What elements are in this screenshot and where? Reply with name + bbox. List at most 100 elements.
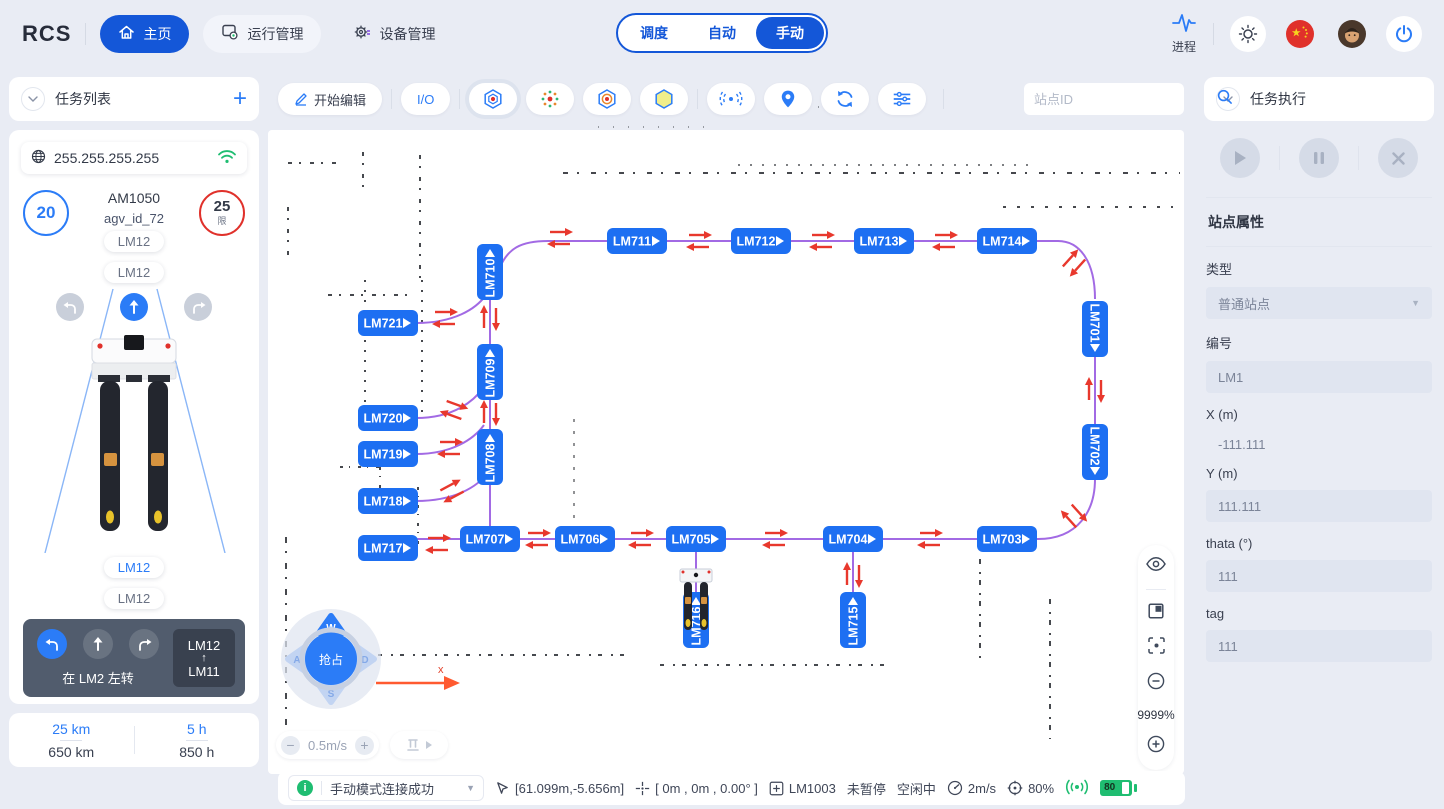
map-station[interactable]: LM701 bbox=[1082, 301, 1108, 357]
speed-control: − 0.5m/s + bbox=[276, 731, 380, 759]
map-station[interactable]: LM719 bbox=[358, 441, 418, 467]
field-input[interactable]: LM1 bbox=[1206, 361, 1432, 393]
station-search-input[interactable] bbox=[1034, 91, 1210, 107]
mode-option[interactable]: 手动 bbox=[756, 17, 824, 49]
straight-icon bbox=[83, 629, 113, 659]
theme-toggle-button[interactable] bbox=[1230, 15, 1266, 52]
map-station[interactable]: LM721 bbox=[358, 310, 418, 336]
user-avatar[interactable] bbox=[1334, 16, 1370, 52]
joystick-center-button[interactable] bbox=[305, 633, 357, 685]
odometer-stat: 25 km 650 km bbox=[9, 721, 134, 760]
zoom-out-button[interactable] bbox=[1147, 672, 1165, 695]
status-message-box[interactable]: i 手动模式连接成功 ▼ bbox=[288, 775, 484, 801]
home-icon bbox=[118, 24, 135, 44]
map-station[interactable]: LM709 bbox=[477, 344, 503, 400]
chevron-down-icon[interactable]: ▼ bbox=[466, 783, 475, 793]
io-button[interactable]: I/O bbox=[401, 83, 451, 115]
area-layer-button[interactable] bbox=[640, 83, 689, 115]
search-icon[interactable] bbox=[1216, 88, 1233, 110]
turn-left-icon[interactable] bbox=[56, 293, 84, 321]
task-execution-title: 任务执行 bbox=[1250, 91, 1306, 107]
go-forward-icon[interactable] bbox=[120, 293, 148, 321]
task-list-header: 任务列表 + bbox=[9, 77, 259, 121]
cursor-icon bbox=[497, 781, 508, 794]
task-list-sidebar: 任务列表 + 255.255.255.255 20 AM1050 agv_id_… bbox=[0, 67, 268, 809]
speedometer-icon bbox=[947, 780, 963, 796]
svg-text:LM706: LM706 bbox=[561, 533, 600, 547]
type-select[interactable]: 普通站点 ▼ bbox=[1206, 287, 1432, 319]
process-button[interactable]: 进程 bbox=[1171, 12, 1197, 55]
map-station[interactable]: LM708 bbox=[477, 429, 503, 485]
zoom-in-button[interactable] bbox=[1147, 735, 1165, 758]
map-station[interactable]: LM717 bbox=[358, 535, 418, 561]
locate-button[interactable] bbox=[764, 83, 813, 115]
agv-info-row: 20 AM1050 agv_id_72 LM12 25 限 bbox=[21, 190, 247, 252]
bidirectional-arrow bbox=[439, 479, 465, 503]
cancel-task-button[interactable] bbox=[1378, 138, 1418, 178]
fork-action-button[interactable] bbox=[390, 731, 448, 759]
nav-run-management[interactable]: 运行管理 bbox=[203, 14, 322, 53]
lidar-layer-button[interactable] bbox=[707, 83, 756, 115]
field-label: X (m) bbox=[1206, 407, 1238, 422]
speed-circle: 20 bbox=[23, 190, 69, 236]
bidirectional-arrow bbox=[432, 308, 458, 328]
mode-option[interactable]: 自动 bbox=[708, 25, 736, 41]
map-station[interactable]: LM720 bbox=[358, 405, 418, 431]
map-station[interactable]: LM705 bbox=[666, 526, 726, 552]
svg-text:LM721: LM721 bbox=[364, 317, 403, 331]
map-station[interactable]: LM714 bbox=[977, 228, 1037, 254]
prop-field: Y (m) 111.111 bbox=[1206, 466, 1432, 522]
station-hexagon-icon bbox=[484, 89, 502, 109]
refresh-button[interactable] bbox=[821, 83, 870, 115]
map-station[interactable]: LM704 bbox=[823, 526, 883, 552]
play-task-button[interactable] bbox=[1220, 138, 1260, 178]
field-input[interactable]: 111 bbox=[1206, 560, 1432, 592]
map-station[interactable]: LM718 bbox=[358, 488, 418, 514]
minimap-button[interactable] bbox=[1148, 603, 1164, 624]
svg-text:LM714: LM714 bbox=[983, 235, 1022, 249]
chevron-down-icon[interactable] bbox=[21, 87, 45, 111]
start-edit-button[interactable]: 开始编辑 bbox=[278, 83, 383, 115]
agv-ip-row[interactable]: 255.255.255.255 bbox=[21, 142, 247, 174]
point-cloud-layer-button[interactable] bbox=[526, 83, 575, 115]
mode-option[interactable]: 调度 bbox=[640, 25, 668, 41]
map-canvas[interactable]: LM711 LM712 LM713 LM714 LM710 LM721 LM709 LM720… bbox=[268, 67, 1194, 809]
language-flag-button[interactable] bbox=[1282, 16, 1318, 52]
pause-state: 未暂停 bbox=[846, 781, 886, 797]
speed-decrease-button[interactable]: − bbox=[281, 735, 300, 755]
map-station[interactable]: LM713 bbox=[854, 228, 914, 254]
map-station[interactable]: LM711 bbox=[607, 228, 667, 254]
map-station[interactable]: LM715 bbox=[840, 592, 866, 648]
power-button[interactable] bbox=[1386, 15, 1422, 52]
svg-text:LM715: LM715 bbox=[847, 607, 861, 646]
map-station[interactable]: LM710 bbox=[477, 244, 503, 300]
agv-on-map[interactable] bbox=[679, 568, 713, 630]
map-station[interactable]: LM706 bbox=[555, 526, 615, 552]
visibility-button[interactable] bbox=[1146, 557, 1166, 576]
map-station[interactable]: LM702 bbox=[1082, 424, 1108, 480]
map-station[interactable]: LM703 bbox=[977, 526, 1037, 552]
svg-text:LM710: LM710 bbox=[484, 259, 498, 298]
nav-device-management[interactable]: 设备管理 bbox=[335, 15, 453, 53]
nav-home[interactable]: 主页 bbox=[100, 14, 190, 53]
map-robot[interactable] bbox=[679, 568, 713, 630]
map-station[interactable]: LM712 bbox=[731, 228, 791, 254]
manual-joystick[interactable]: W A D S 抢占 bbox=[279, 607, 383, 711]
svg-text:LM708: LM708 bbox=[484, 444, 498, 483]
station-ring-layer-button[interactable] bbox=[583, 83, 632, 115]
turn-right-icon[interactable] bbox=[184, 293, 212, 321]
speed-increase-button[interactable]: + bbox=[355, 735, 375, 755]
filter-button[interactable] bbox=[878, 83, 927, 115]
center-focus-button[interactable] bbox=[1147, 637, 1165, 659]
agv-3d-view bbox=[21, 285, 247, 553]
field-input[interactable]: 111 bbox=[1206, 630, 1432, 662]
wifi-icon bbox=[217, 149, 237, 167]
waveform-icon bbox=[1171, 12, 1197, 37]
pause-task-button[interactable] bbox=[1299, 138, 1339, 178]
agv-stats-card: 25 km 650 km 5 h 850 h bbox=[9, 713, 259, 767]
station-layer-button[interactable] bbox=[469, 83, 518, 115]
svg-text:LM713: LM713 bbox=[860, 235, 899, 249]
field-input[interactable]: 111.111 bbox=[1206, 490, 1432, 522]
map-station[interactable]: LM707 bbox=[460, 526, 520, 552]
add-task-button[interactable]: + bbox=[232, 85, 247, 112]
